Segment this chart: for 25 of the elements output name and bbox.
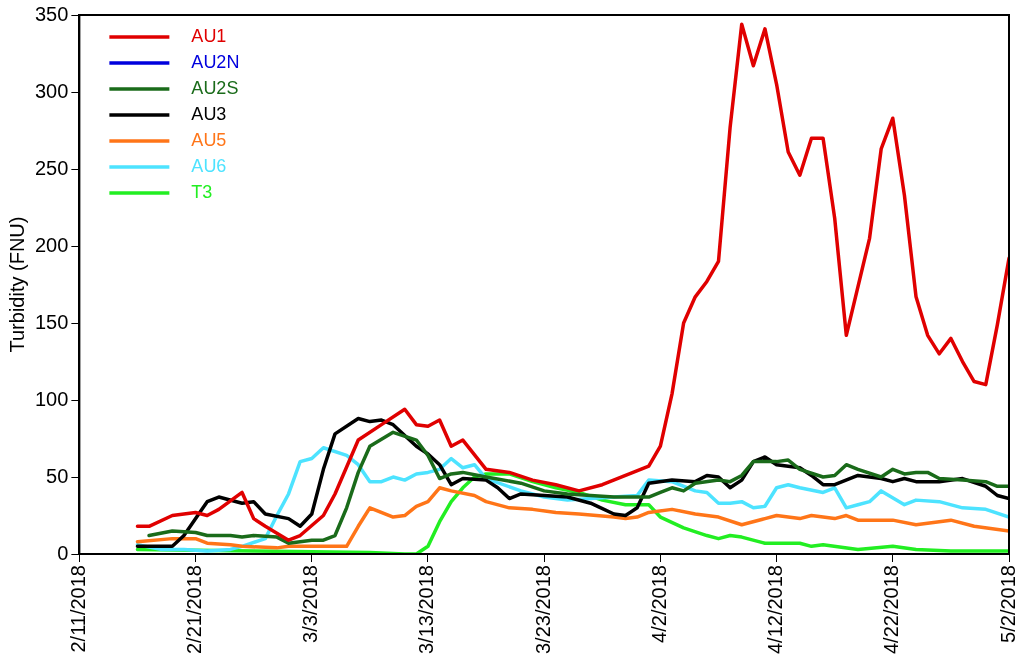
legend-label: AU2S	[191, 77, 239, 98]
legend-label: T3	[191, 181, 213, 202]
y-tick-label: 350	[34, 2, 69, 25]
x-tick-label: 3/23/2018	[531, 565, 554, 655]
legend-label: AU2N	[191, 51, 240, 72]
x-tick-label: 3/13/2018	[415, 565, 438, 655]
y-tick-label: 50	[46, 464, 69, 487]
legend-label: AU6	[191, 155, 227, 176]
legend-label: AU3	[191, 103, 227, 124]
x-tick-label: 4/22/2018	[880, 565, 903, 655]
y-tick-label: 200	[34, 233, 69, 256]
x-tick-label: 5/2/2018	[996, 565, 1019, 643]
y-tick-label: 300	[34, 79, 69, 102]
x-tick-label: 4/12/2018	[764, 565, 787, 655]
legend-label: AU1	[191, 25, 227, 46]
x-tick-label: 2/11/2018	[66, 565, 89, 653]
x-tick-label: 2/21/2018	[183, 565, 206, 655]
y-axis-title: Turbidity (FNU)	[5, 216, 28, 353]
y-tick-label: 0	[57, 541, 69, 564]
x-tick-label: 4/2/2018	[647, 565, 670, 643]
x-tick-label: 3/3/2018	[299, 565, 322, 643]
legend-label: AU5	[191, 129, 227, 150]
y-tick-label: 250	[34, 156, 69, 179]
y-tick-label: 150	[34, 310, 69, 333]
y-tick-label: 100	[34, 387, 69, 410]
